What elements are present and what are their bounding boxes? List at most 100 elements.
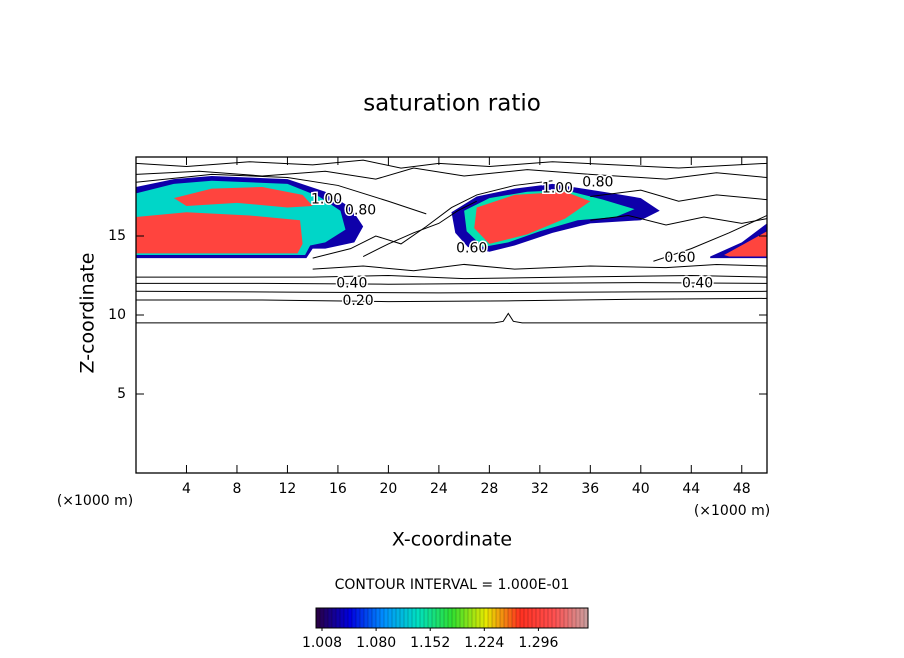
y-unit: (×1000 m) [57,493,133,509]
colorbar-cell [516,608,521,628]
colorbar-cell [324,608,329,628]
colorbar-cell [472,608,477,628]
colorbar-cell [448,608,453,628]
supersaturation-patch [724,231,767,257]
x-tick-label: 36 [581,481,599,497]
colorbar-cell [408,608,413,628]
colorbar-cell [348,608,353,628]
colorbar-cell [508,608,513,628]
colorbar-cell [332,608,337,628]
colorbar-cell [444,608,449,628]
x-tick-label: 32 [531,481,549,497]
contour-label: 0.40 [336,275,367,291]
colorbar-cell [360,608,365,628]
contour-label: 0.60 [456,241,487,257]
colorbar-cell [544,608,549,628]
colorbar-cell [532,608,537,628]
contour-line [653,215,768,262]
colorbar-cell [476,608,481,628]
colorbar-cell [432,608,437,628]
supersaturation-patch [136,212,303,254]
contour-line [136,312,767,324]
colorbar-cell [564,608,569,628]
contour-line [136,274,768,280]
contour-label: 0.80 [582,174,613,190]
y-tick-label: 5 [117,386,126,402]
contour-label: 0.20 [343,293,374,309]
colorbar-cell [368,608,373,628]
contour-line [136,297,768,303]
colorbar-tick-label: 1.224 [464,635,504,651]
colorbar-frame [315,607,589,629]
colorbar-cell [344,608,349,628]
colorbar-cell [500,608,505,628]
colorbar-tick-label: 1.080 [356,635,396,651]
contour-line [135,173,427,215]
colorbar-cell [356,608,361,628]
colorbar-cell [468,608,473,628]
colorbar-cell [396,608,401,628]
contour-line [136,282,768,285]
colorbar-cell [496,608,501,628]
contour-line [135,290,768,294]
contour-line [590,189,768,202]
contour-line [135,167,768,180]
colorbar-cell [320,608,325,628]
colorbar-cell [452,608,457,628]
colorbar-cell [576,608,581,628]
colorbar-tick-label: 1.152 [410,635,450,651]
contour-label: 1.00 [542,181,573,197]
colorbar-cell [400,608,405,628]
colorbar-cell [388,608,393,628]
colorbar-cell [428,608,433,628]
x-tick-label: 48 [733,481,751,497]
contour-line [312,180,553,259]
x-tick-label: 8 [232,481,241,497]
colorbar-cell [404,608,409,628]
x-tick-label: 20 [379,481,397,497]
x-tick-label: 16 [329,481,347,497]
y-axis-label: Z-coordinate [77,253,99,374]
colorbar-cell [416,608,421,628]
colorbar-cell [336,608,341,628]
colorbar-cell [440,608,445,628]
colorbar-cell [424,608,429,628]
x-tick-label: 40 [632,481,650,497]
x-unit: (×1000 m) [694,503,770,519]
colorbar-cell [328,608,333,628]
colorbar-cell [460,608,465,628]
contour-line [362,200,477,257]
colorbar-cell [552,608,557,628]
contour-line [312,263,768,272]
x-tick-label: 44 [682,481,700,497]
x-tick-label: 4 [182,481,191,497]
colorbar-cell [340,608,345,628]
colorbar-cell [520,608,525,628]
contour-line [590,214,768,226]
colorbar-cell [464,608,469,628]
y-tick-label: 15 [108,228,126,244]
contour-label: 0.80 [345,203,376,219]
chart-title: saturation ratio [363,91,541,117]
colorbar-cell [548,608,553,628]
supersaturation-patch [474,191,591,244]
colorbar-tick-label: 1.008 [302,635,342,651]
x-axis-label: X-coordinate [392,529,512,551]
contour-line [135,159,768,169]
colorbar-cell [316,608,321,628]
colorbar-tick-label: 1.296 [518,635,558,651]
colorbar-cell [492,608,497,628]
colorbar-cell [456,608,461,628]
colorbar-cell [380,608,385,628]
colorbar-cell [412,608,417,628]
colorbar-cell [524,608,529,628]
x-tick-label: 12 [279,481,297,497]
contour-label: 0.40 [682,275,713,291]
colorbar-cell [528,608,533,628]
colorbar-cell [504,608,509,628]
colorbar-cell [580,608,585,628]
colorbar-cell [512,608,517,628]
colorbar-cell [384,608,389,628]
